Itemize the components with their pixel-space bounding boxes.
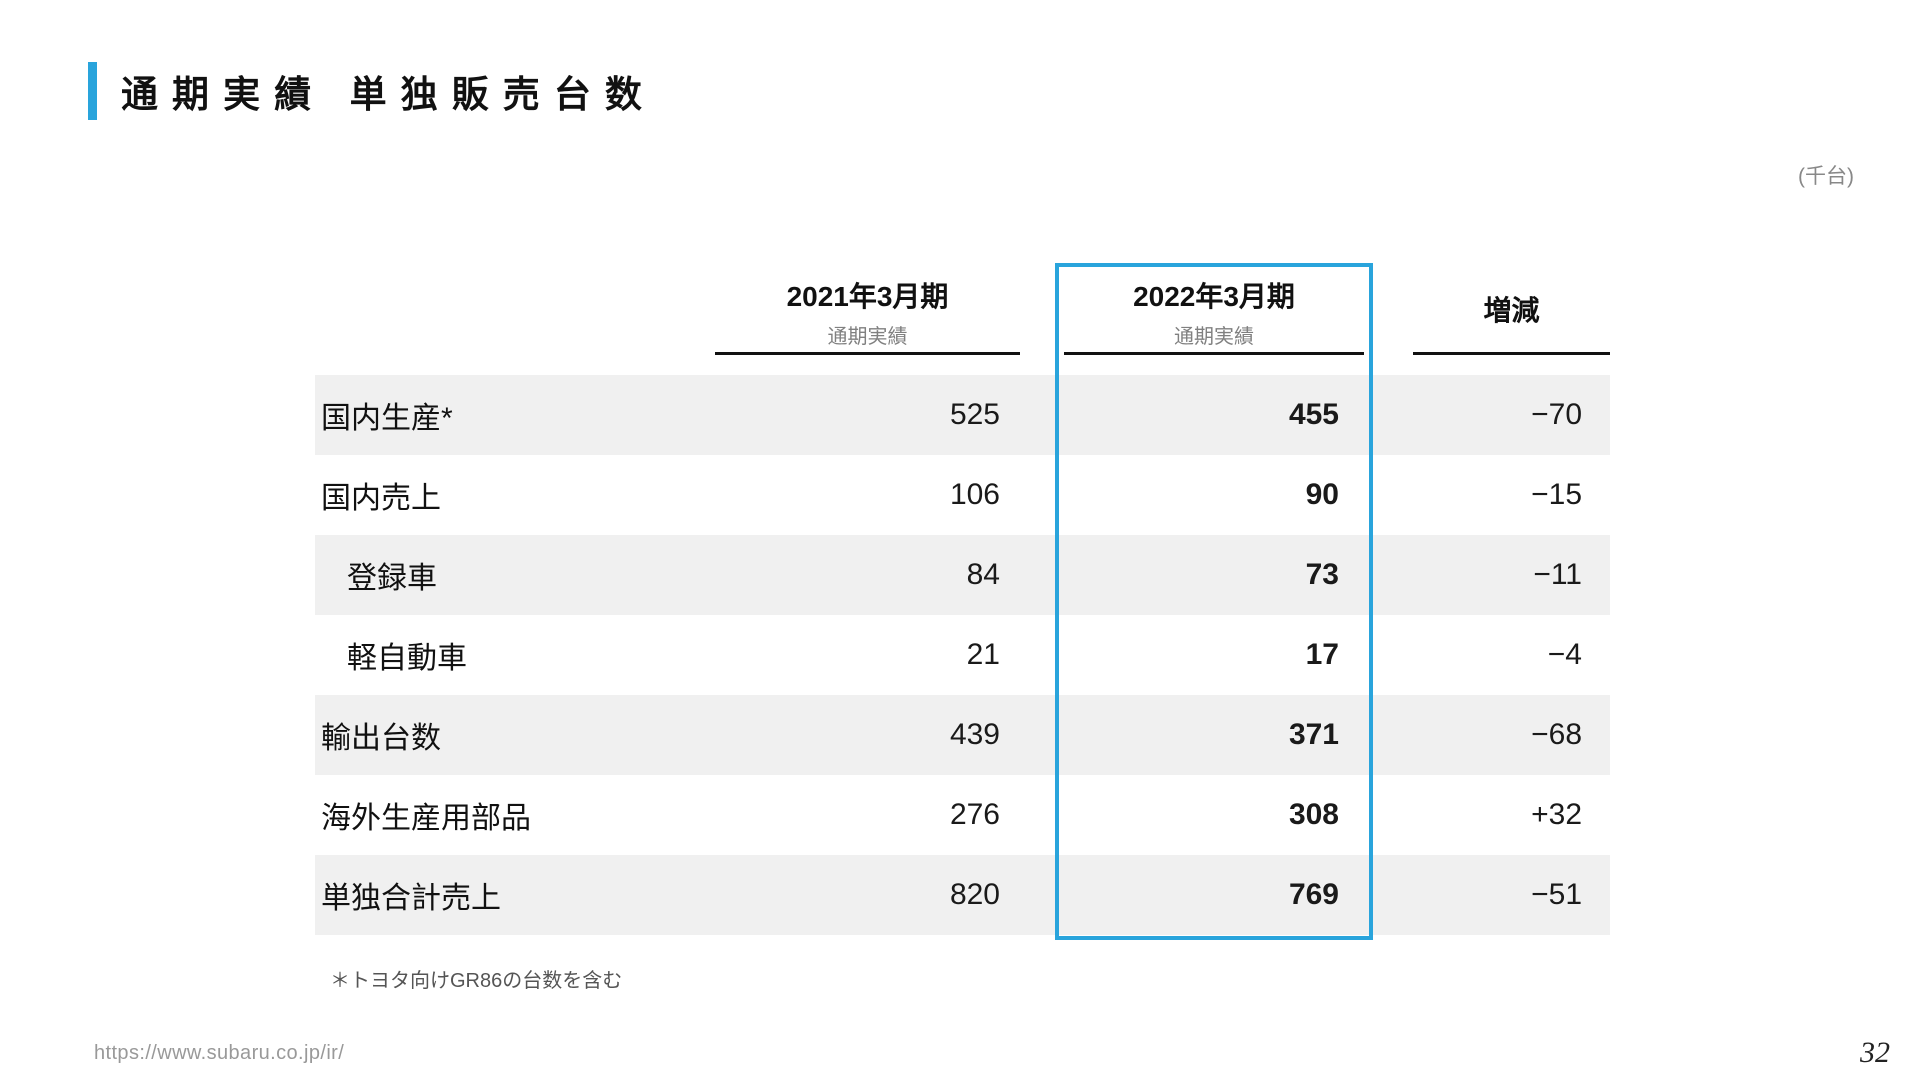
row-value-fy2022: 73	[1305, 558, 1339, 591]
row-value-fy2022: 90	[1305, 478, 1339, 511]
header-fy2021-underline	[715, 352, 1020, 355]
row-label: 海外生産用部品	[321, 802, 531, 835]
row-value-change: −68	[1531, 718, 1582, 751]
table-row: 単独合計売上 820 769 −51	[315, 855, 1610, 935]
footer-url: https://www.subaru.co.jp/ir/	[94, 1042, 345, 1064]
header-label-spacer	[315, 263, 715, 355]
row-value-change: −51	[1531, 878, 1582, 911]
header-fy2021-year: 2021年3月期	[786, 281, 949, 312]
header-fy2021-sub: 通期実績	[827, 326, 908, 348]
page-title: 通期実績 単独販売台数	[121, 74, 656, 115]
header-change-underline	[1413, 352, 1610, 355]
unit-note: (千台)	[1798, 165, 1854, 188]
header-fy2022-underline	[1064, 352, 1364, 355]
row-value-change: −15	[1531, 478, 1582, 511]
row-value-fy2022: 371	[1288, 718, 1339, 751]
row-value-fy2021: 106	[949, 478, 1000, 511]
row-value-fy2021: 820	[949, 878, 1000, 911]
row-label: 登録車	[347, 562, 437, 595]
table-row: 国内生産* 525 455 −70	[315, 375, 1610, 455]
row-value-change: −4	[1547, 638, 1582, 671]
sales-volume-table: 2021年3月期 通期実績 2022年3月期 通期実績 増減 国内生産* 525…	[315, 263, 1610, 940]
table-rows: 国内生産* 525 455 −70 国内売上 106 90 −15 登録車 84…	[315, 375, 1610, 935]
title-block: 通期実績 単独販売台数	[88, 62, 656, 120]
row-label: 国内売上	[321, 482, 441, 515]
row-value-fy2021: 84	[966, 558, 1000, 591]
row-value-fy2022: 769	[1288, 878, 1339, 911]
row-label: 軽自動車	[347, 642, 467, 675]
row-label: 国内生産*	[321, 402, 453, 435]
header-fy2022-sub: 通期実績	[1174, 326, 1254, 348]
table-row: 登録車 84 73 −11	[315, 535, 1610, 615]
row-label: 輸出台数	[321, 722, 441, 755]
row-value-change: −70	[1531, 398, 1582, 431]
header-fy2022-year: 2022年3月期	[1133, 281, 1295, 312]
page-number: 32	[1860, 1036, 1890, 1069]
table-row: 軽自動車 21 17 −4	[315, 615, 1610, 695]
header-gap	[1020, 263, 1055, 355]
row-value-fy2022: 308	[1288, 798, 1339, 831]
row-value-fy2022: 455	[1288, 398, 1339, 431]
table-row: 国内売上 106 90 −15	[315, 455, 1610, 535]
row-value-fy2021: 525	[949, 398, 1000, 431]
table-row: 海外生産用部品 276 308 +32	[315, 775, 1610, 855]
table-row: 輸出台数 439 371 −68	[315, 695, 1610, 775]
header-fy2021: 2021年3月期 通期実績	[715, 263, 1020, 355]
title-accent-bar	[88, 62, 97, 120]
row-value-fy2021: 21	[966, 638, 1000, 671]
header-gap	[1373, 263, 1413, 355]
header-fy2022: 2022年3月期 通期実績	[1055, 263, 1373, 355]
row-value-change: −11	[1533, 558, 1582, 591]
header-change-label: 増減	[1483, 295, 1540, 326]
row-value-fy2022: 17	[1305, 638, 1339, 671]
row-value-fy2021: 276	[949, 798, 1000, 831]
header-change: 増減	[1413, 263, 1610, 355]
row-value-change: +32	[1531, 798, 1582, 831]
row-value-fy2021: 439	[949, 718, 1000, 751]
table-header-row: 2021年3月期 通期実績 2022年3月期 通期実績 増減	[315, 263, 1610, 355]
footnote: ＊トヨタ向けGR86の台数を含む	[330, 970, 623, 992]
row-label: 単独合計売上	[321, 882, 501, 915]
